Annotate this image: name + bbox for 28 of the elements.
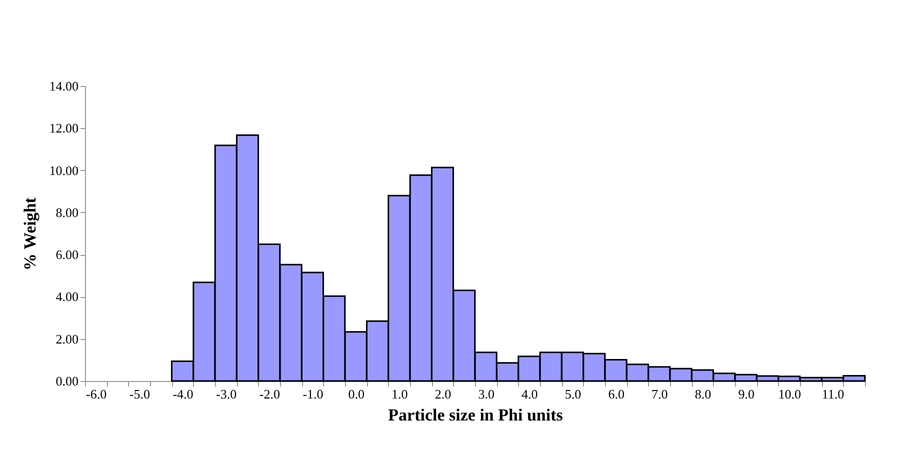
x-tick-label: 2.0 bbox=[434, 386, 452, 402]
x-axis-title: Particle size in Phi units bbox=[388, 406, 564, 424]
y-tick-label: 10.00 bbox=[49, 162, 78, 178]
x-tick-label: 1.0 bbox=[392, 386, 408, 402]
x-tick-label: 4.0 bbox=[522, 386, 538, 402]
x-tick-label: 8.0 bbox=[694, 386, 712, 402]
y-tick-label: 14.00 bbox=[49, 78, 78, 94]
y-tick-label: 6.00 bbox=[56, 247, 78, 262]
x-tick-label: 10.0 bbox=[778, 386, 802, 402]
x-tick-label: 3.0 bbox=[478, 386, 494, 402]
x-tick-label: -5.0 bbox=[129, 386, 150, 402]
y-tick-label: 12.00 bbox=[49, 120, 78, 136]
x-tick-label: -6.0 bbox=[86, 386, 107, 402]
x-tick-label: -3.0 bbox=[216, 386, 237, 402]
y-tick-label: 2.00 bbox=[56, 331, 78, 346]
x-tick-label: 7.0 bbox=[652, 386, 668, 402]
x-tick-label: -1.0 bbox=[302, 386, 324, 402]
x-tick-label: 11.0 bbox=[822, 386, 844, 402]
y-tick-label: 0.00 bbox=[56, 374, 78, 388]
y-tick-label: 4.00 bbox=[56, 289, 78, 304]
x-tick-label: 9.0 bbox=[738, 386, 754, 402]
y-axis-title: % Weight bbox=[20, 197, 40, 270]
x-tick-label: 5.0 bbox=[564, 386, 582, 402]
x-tick-label: -4.0 bbox=[172, 386, 194, 402]
x-tick-label: 0.0 bbox=[348, 386, 364, 402]
x-tick-label: 6.0 bbox=[608, 386, 624, 402]
x-tick-label: -2.0 bbox=[259, 386, 280, 402]
y-tick-label: 8.00 bbox=[56, 204, 78, 220]
